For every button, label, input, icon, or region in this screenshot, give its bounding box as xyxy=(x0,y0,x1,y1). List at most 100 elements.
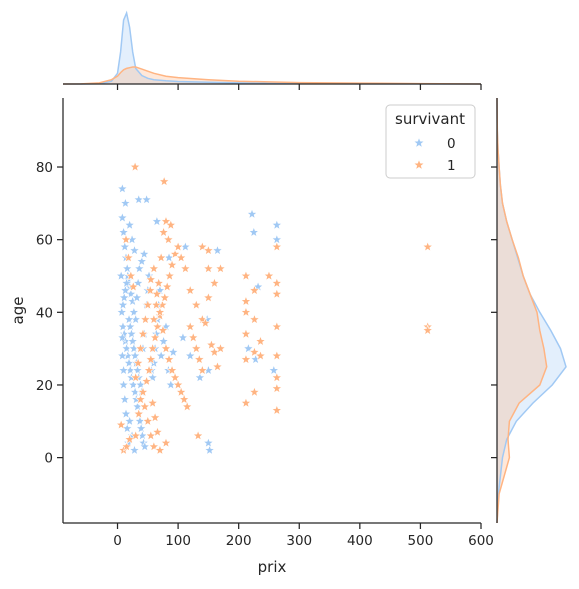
scatter-point-series-1 xyxy=(132,407,145,419)
scatter-point-series-1 xyxy=(151,320,164,332)
scatter-point-series-1 xyxy=(199,317,212,329)
scatter-point-series-1 xyxy=(254,335,267,347)
y-tick-label: 0 xyxy=(44,451,53,467)
scatter-point-series-0 xyxy=(117,364,130,376)
scatter-point-series-1 xyxy=(202,262,215,274)
top-marginal-ticks xyxy=(116,84,482,90)
scatter-point-series-1 xyxy=(271,382,283,394)
scatter-point-series-1 xyxy=(160,437,172,448)
scatter-point-series-1 xyxy=(187,331,200,343)
scatter-point-series-1 xyxy=(154,309,166,321)
scatter-point-series-1 xyxy=(254,349,267,361)
scatter-point-series-0 xyxy=(116,331,129,343)
scatter-point-series-1 xyxy=(169,248,181,260)
scatter-point-series-0 xyxy=(131,291,143,303)
scatter-point-series-0 xyxy=(242,342,255,354)
scatter-point-series-1 xyxy=(120,440,133,452)
x-axis-label: prix xyxy=(258,558,287,576)
scatter-point-series-0 xyxy=(133,262,146,274)
scatter-point-series-1 xyxy=(134,393,147,405)
legend-entries: 01 xyxy=(412,136,456,174)
scatter-point-series-1 xyxy=(161,280,173,292)
scatter-point-series-1 xyxy=(211,360,224,372)
scatter-point-series-0 xyxy=(116,349,129,361)
scatter-point-series-0 xyxy=(119,393,131,405)
scatter-point-series-1 xyxy=(169,371,181,383)
scatter-point-series-1 xyxy=(129,429,142,441)
y-axis-label: age xyxy=(9,297,27,325)
scatter-point-series-0 xyxy=(271,219,283,231)
scatter-point-series-1 xyxy=(157,324,169,336)
scatter-point-series-0 xyxy=(151,215,163,227)
scatter-point-series-1 xyxy=(146,397,159,409)
scatter-point-series-1 xyxy=(127,280,140,292)
scatter-point-series-1 xyxy=(151,288,163,300)
scatter-point-series-0 xyxy=(167,346,180,358)
scatter-point-series-1 xyxy=(145,429,157,441)
scatter-point-series-1 xyxy=(208,277,221,289)
scatter-point-series-1 xyxy=(421,324,434,336)
scatter-point-series-1 xyxy=(157,226,170,238)
scatter-point-series-0 xyxy=(128,444,141,456)
y-tick-label: 60 xyxy=(36,233,53,249)
scatter-point-series-0 xyxy=(194,371,206,383)
scatter-point-series-0 xyxy=(125,328,138,340)
scatter-point-series-1 xyxy=(140,375,153,387)
scatter-point-series-0 xyxy=(119,284,132,296)
top-kde-series-1-fill xyxy=(63,67,481,84)
scatter-point-series-0 xyxy=(146,371,159,383)
scatter-point-series-1 xyxy=(134,342,147,354)
scatter-point-series-0 xyxy=(120,407,132,419)
scatter-points xyxy=(115,160,434,456)
scatter-point-series-1 xyxy=(143,364,155,376)
legend-marker-0 xyxy=(412,136,426,149)
x-tick-label: 600 xyxy=(468,533,494,549)
scatter-point-series-1 xyxy=(139,400,151,412)
legend: survivant 01 xyxy=(385,104,476,179)
scatter-point-series-1 xyxy=(145,353,157,365)
scatter-point-series-0 xyxy=(116,211,129,223)
scatter-point-series-1 xyxy=(145,273,157,285)
scatter-point-series-0 xyxy=(116,306,128,318)
scatter-point-series-0 xyxy=(121,262,133,274)
scatter-point-series-0 xyxy=(118,291,130,303)
scatter-point-series-1 xyxy=(125,269,137,281)
scatter-point-series-1 xyxy=(139,313,152,325)
scatter-point-series-0 xyxy=(124,320,137,332)
scatter-point-series-1 xyxy=(120,233,132,245)
scatter-point-series-1 xyxy=(214,342,227,354)
scatter-point-series-1 xyxy=(175,386,187,398)
scatter-point-series-0 xyxy=(203,444,216,456)
scatter-point-series-0 xyxy=(123,313,135,325)
scatter-point-series-0 xyxy=(123,415,136,427)
scatter-point-series-1 xyxy=(271,349,283,361)
y-tick-label: 20 xyxy=(36,378,53,394)
scatter-point-series-1 xyxy=(184,320,196,332)
right-marginal-kde xyxy=(491,97,567,524)
scatter-point-series-1 xyxy=(240,269,252,281)
x-tick-label: 300 xyxy=(286,533,312,549)
scatter-point-series-0 xyxy=(131,364,144,376)
scatter-point-series-1 xyxy=(271,404,283,416)
scatter-point-series-1 xyxy=(142,298,154,310)
right-marginal-ticks xyxy=(491,166,497,459)
scatter-point-series-1 xyxy=(271,240,283,252)
scatter-point-series-1 xyxy=(240,397,252,409)
scatter-point-series-1 xyxy=(196,240,209,252)
scatter-point-series-0 xyxy=(177,331,189,343)
scatter-point-series-1 xyxy=(271,371,283,383)
scatter-point-series-1 xyxy=(271,320,283,332)
scatter-point-series-0 xyxy=(248,226,260,238)
scatter-point-series-1 xyxy=(142,415,154,427)
scatter-point-series-0 xyxy=(140,193,153,205)
scatter-point-series-1 xyxy=(214,262,227,274)
scatter-point-series-1 xyxy=(151,426,164,438)
scatter-point-series-1 xyxy=(137,386,149,398)
scatter-point-series-1 xyxy=(240,306,252,318)
scatter-point-series-0 xyxy=(211,244,224,256)
scatter-point-series-0 xyxy=(117,378,130,390)
scatter-point-series-1 xyxy=(178,393,190,405)
x-tick-label: 0 xyxy=(113,533,122,549)
scatter-point-series-1 xyxy=(248,386,261,398)
